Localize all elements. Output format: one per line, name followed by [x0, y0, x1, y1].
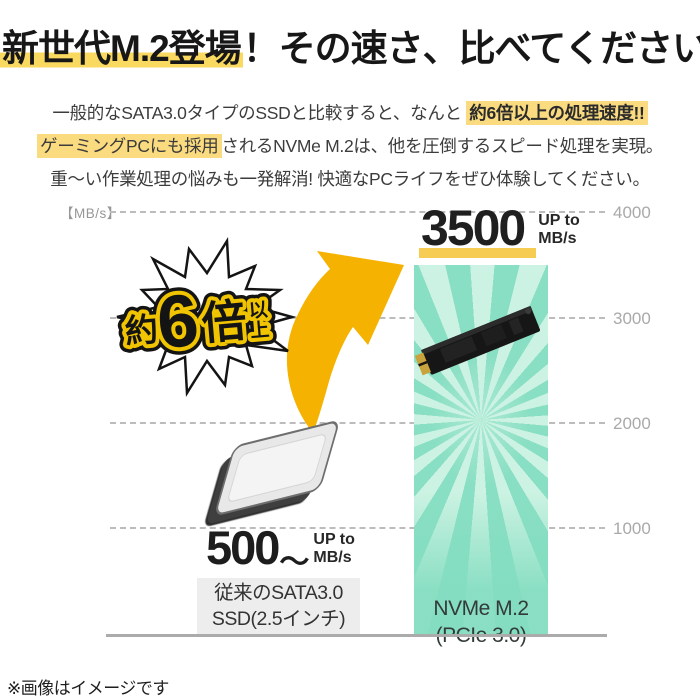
title-highlighted-text: 新世代M.2登場: [0, 28, 243, 69]
title-rest-text: ！その速さ、比べてください: [242, 28, 700, 69]
sata-ssd-label-plate: [226, 432, 328, 504]
nvme-name-line1: NVMe M.2: [433, 597, 529, 620]
intro-line-2: ゲーミングPCにも採用 されるNVMe M.2は、他を圧倒するスピード処理を実現。: [0, 130, 700, 163]
nvme-speed-label: 3500 UP to MB/s: [419, 203, 580, 258]
badge-char-jo: 上: [249, 319, 270, 343]
y-axis-unit-label: 【MB/s】: [60, 206, 121, 221]
nvme-upto-text: UP to: [538, 212, 580, 229]
sata-ssd-image: [213, 419, 341, 517]
m2-ssd-image: [414, 305, 540, 376]
multiplier-burst-badge: 約 6 倍 以 上 約 6 倍 以 上 約 6 倍 以: [116, 236, 297, 398]
speed-comparison-chart: 【MB/s】 4000 3000 2000 1000: [0, 195, 700, 647]
badge-char-bai: 倍: [199, 295, 248, 350]
sata-speed-value: 500: [206, 521, 280, 574]
intro-paragraph: 一般的なSATA3.0タイプのSSDと比較すると、なんと 約6倍以上の処理速度!…: [0, 97, 700, 196]
badge-char-6: 6: [154, 278, 202, 364]
sata-category-box: 従来のSATA3.0 SSD(2.5インチ): [197, 578, 360, 634]
image-disclaimer: ※画像はイメージです: [7, 679, 169, 698]
sata-upto-stack: UP to MB/s: [313, 531, 354, 567]
intro-line-1: 一般的なSATA3.0タイプのSSDと比較すると、なんと 約6倍以上の処理速度!…: [0, 97, 700, 130]
burst-shape: [116, 236, 297, 398]
nvme-upto-stack: UP to MB/s: [538, 212, 579, 248]
nvme-bar: NVMe M.2 (PCIe 3.0): [414, 265, 548, 647]
y-tick-label-4000: 4000: [613, 203, 651, 222]
gridline-4000: [110, 211, 605, 213]
arrow-up-icon: [286, 251, 404, 433]
nvme-bar-label: NVMe M.2 (PCIe 3.0): [414, 595, 548, 649]
badge-char-yaku: 約: [123, 310, 159, 350]
intro-line1-pre: 一般的なSATA3.0タイプのSSDと比較すると、なんと: [52, 103, 467, 123]
sata-unit-text: MB/s: [313, 549, 352, 566]
badge-char-bai: 倍: [199, 295, 248, 350]
x-axis-baseline: [106, 634, 607, 637]
nvme-speed-value: 3500: [419, 203, 537, 258]
intro-line2-rest: されるNVMe M.2は、他を圧倒するスピード処理を実現。: [221, 136, 664, 156]
intro-line2-highlight: ゲーミングPCにも採用: [37, 134, 222, 158]
gridline-2000: [110, 422, 605, 424]
sata-name-line1: 従来のSATA3.0: [214, 582, 343, 604]
intro-line-3: 重～い作業処理の悩みも一発解消! 快適なPCライフをぜひ体験してください。: [50, 169, 650, 189]
gridline-1000: [110, 527, 605, 529]
sata-name-line2: SSD(2.5インチ): [211, 608, 346, 630]
badge-char-i: 以: [248, 299, 269, 323]
intro-line1-highlight: 約6倍以上の処理速度!!: [466, 101, 648, 125]
y-tick-label-2000: 2000: [613, 414, 651, 433]
sata-tilde: ～: [279, 546, 310, 579]
y-tick-label-3000: 3000: [613, 309, 651, 328]
nvme-unit-text: MB/s: [538, 230, 577, 247]
sata-upto-text: UP to: [313, 531, 355, 548]
y-tick-label-1000: 1000: [613, 519, 651, 538]
badge-char-yaku: 約: [123, 310, 159, 350]
page-title: 新世代M.2登場！その速さ、比べてください: [0, 27, 700, 71]
sata-speed-label: 500 ～ UP to MB/s: [206, 521, 355, 581]
